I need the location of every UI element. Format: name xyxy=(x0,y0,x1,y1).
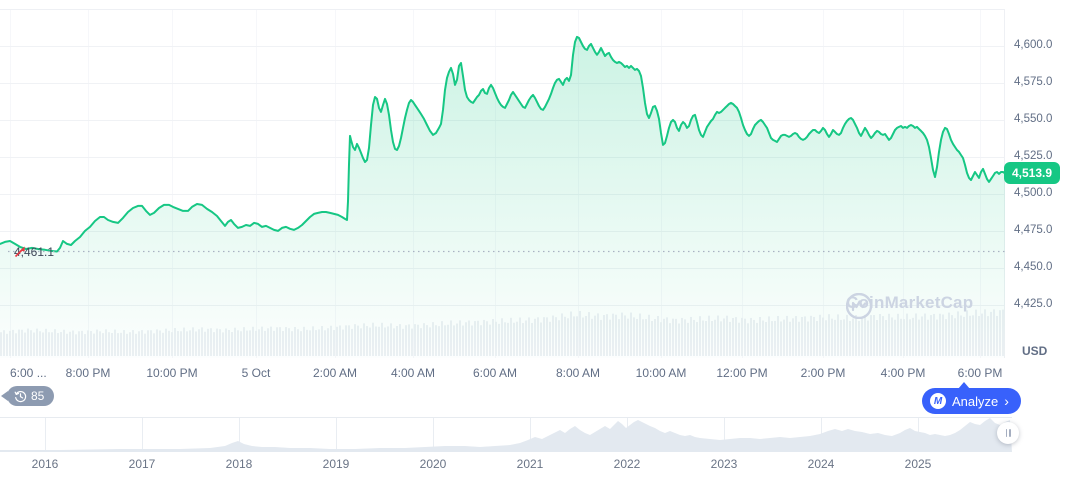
x-axis-label: 6:00 ... xyxy=(10,366,47,380)
y-axis-label: 4,475.0 xyxy=(1014,223,1053,236)
currency-label[interactable]: USD xyxy=(1022,344,1048,358)
x-axis-label: 4:00 PM xyxy=(880,366,926,380)
price-chart-svg xyxy=(0,9,1005,358)
analyze-label: Analyze xyxy=(952,393,999,409)
x-axis-label: 5 Oct xyxy=(241,366,271,380)
year-label: 2023 xyxy=(710,457,738,471)
main-chart-plot[interactable]: 4,461.1 CoinMarketCap xyxy=(0,0,1005,358)
year-label: 2019 xyxy=(322,457,350,471)
y-axis-label: 4,550.0 xyxy=(1014,112,1053,125)
x-axis: 6:00 ... 8:00 PM 10:00 PM 5 Oct 2:00 AM 4:00 … xyxy=(0,366,1005,382)
year-label: 2024 xyxy=(807,457,835,471)
handle-grip-icon xyxy=(1009,429,1011,437)
x-axis-label: 12:00 PM xyxy=(716,366,768,380)
year-label: 2025 xyxy=(904,457,932,471)
x-axis-label: 2:00 PM xyxy=(800,366,846,380)
year-label: 2017 xyxy=(128,457,156,471)
y-axis: 4,513.9 USD 4,600.0 4,575.0 4,550.0 4,525.0… xyxy=(1004,0,1072,358)
y-axis-label: 4,500.0 xyxy=(1014,186,1053,199)
history-clock-icon xyxy=(14,390,27,402)
timeline-year-labels: 2016 2017 2018 2019 2020 2021 2022 2023 2024 2025 xyxy=(0,457,1012,471)
analyze-cmc-logo-icon: M xyxy=(930,393,946,409)
year-label: 2020 xyxy=(419,457,447,471)
handle-grip-icon xyxy=(1005,429,1007,437)
price-line xyxy=(0,35,1005,253)
history-badge[interactable]: 85 xyxy=(0,386,55,406)
x-axis-label: 2:00 AM xyxy=(312,366,358,380)
analyze-button[interactable]: M Analyze › xyxy=(922,382,1021,414)
coinmarketcap-watermark: CoinMarketCap xyxy=(846,293,974,319)
x-axis-label: 4:00 AM xyxy=(390,366,436,380)
y-axis-label: 4,425.0 xyxy=(1014,297,1053,310)
x-axis-label: 6:00 PM xyxy=(957,366,1003,380)
x-axis-label: 10:00 PM xyxy=(146,366,198,380)
history-count: 85 xyxy=(31,389,45,403)
timeline-navigator-svg xyxy=(0,417,1012,452)
x-axis-label: 10:00 AM xyxy=(635,366,687,380)
price-area xyxy=(0,36,1005,358)
y-axis-label: 4,450.0 xyxy=(1014,260,1053,273)
x-axis-label: 8:00 PM xyxy=(65,366,111,380)
coinmarketcap-logo-icon xyxy=(846,293,872,319)
current-price-badge: 4,513.9 xyxy=(1004,162,1061,185)
x-axis-label: 6:00 AM xyxy=(472,366,518,380)
range-handle[interactable] xyxy=(997,422,1019,444)
y-axis-label: 4,525.0 xyxy=(1014,149,1053,162)
year-label: 2021 xyxy=(516,457,544,471)
low-price-arrow-icon xyxy=(14,246,25,258)
low-price-label: 4,461.1 xyxy=(14,245,54,259)
y-axis-label: 4,575.0 xyxy=(1014,75,1053,88)
year-label: 2016 xyxy=(31,457,59,471)
y-axis-label: 4,600.0 xyxy=(1014,38,1053,51)
timeline-navigator[interactable] xyxy=(0,417,1012,453)
chevron-right-icon: › xyxy=(1004,392,1009,409)
year-label: 2018 xyxy=(225,457,253,471)
watermark-text: CoinMarketCap xyxy=(846,293,974,312)
x-axis-label: 8:00 AM xyxy=(555,366,601,380)
year-label: 2022 xyxy=(613,457,641,471)
navigator-area xyxy=(0,418,1012,452)
